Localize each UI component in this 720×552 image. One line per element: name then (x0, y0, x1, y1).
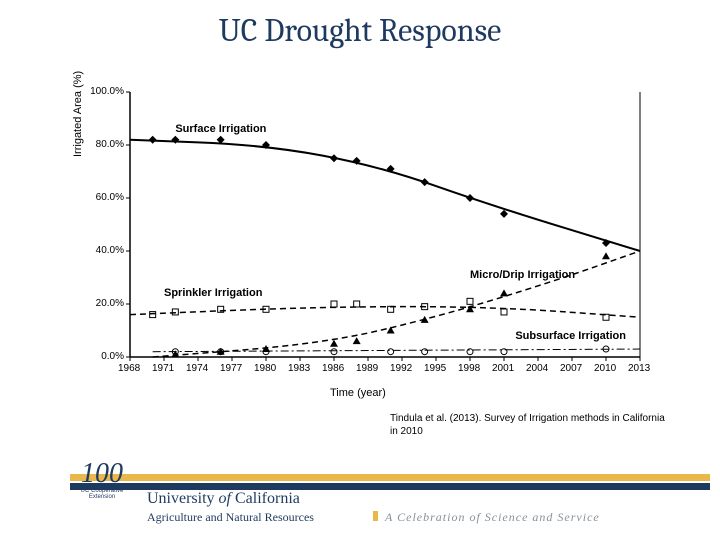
x-tick-label: 1980 (254, 363, 276, 374)
y-tick-label: 40.0% (84, 245, 124, 256)
x-tick-label: 2013 (628, 363, 650, 374)
page-title: UC Drought Response (0, 12, 720, 49)
x-tick-label: 1968 (118, 363, 140, 374)
series-label: Micro/Drip Irrigation (470, 269, 575, 281)
x-tick-label: 2007 (560, 363, 582, 374)
logo-coop-text: UC Cooperative Extension (72, 488, 132, 500)
footer-tagline: A Celebration of Science and Service (385, 510, 600, 525)
x-tick-label: 1971 (152, 363, 174, 374)
x-tick-label: 1998 (458, 363, 480, 374)
x-tick-label: 1995 (424, 363, 446, 374)
x-tick-label: 2010 (594, 363, 616, 374)
series-label: Surface Irrigation (175, 123, 266, 135)
x-tick-label: 1977 (220, 363, 242, 374)
y-tick-label: 100.0% (84, 86, 124, 97)
footer-bar-gold (70, 474, 710, 481)
series-label: Subsurface Irrigation (515, 330, 626, 342)
y-tick-label: 0.0% (84, 351, 124, 362)
y-tick-label: 60.0% (84, 192, 124, 203)
logo-number: 100 (72, 460, 132, 488)
x-tick-label: 2001 (492, 363, 514, 374)
footer-separator (373, 511, 378, 521)
y-tick-label: 80.0% (84, 139, 124, 150)
x-tick-label: 1974 (186, 363, 208, 374)
footer: 100 UC Cooperative Extension University … (0, 460, 720, 530)
series-label: Sprinkler Irrigation (164, 287, 262, 299)
x-tick-label: 1983 (288, 363, 310, 374)
x-tick-label: 1986 (322, 363, 344, 374)
uc-100-logo: 100 UC Cooperative Extension (72, 460, 132, 500)
y-tick-label: 20.0% (84, 298, 124, 309)
univ-name: University of California (147, 490, 300, 508)
x-tick-label: 2004 (526, 363, 548, 374)
citation-text: Tindula et al. (2013). Survey of Irrigat… (390, 412, 670, 438)
footer-bar-blue (70, 483, 710, 490)
dept-name: Agriculture and Natural Resources (147, 510, 314, 525)
y-axis-label: Irrigated Area (%) (72, 71, 84, 157)
x-tick-label: 1992 (390, 363, 412, 374)
x-tick-label: 1989 (356, 363, 378, 374)
x-axis-label: Time (year) (330, 387, 386, 399)
